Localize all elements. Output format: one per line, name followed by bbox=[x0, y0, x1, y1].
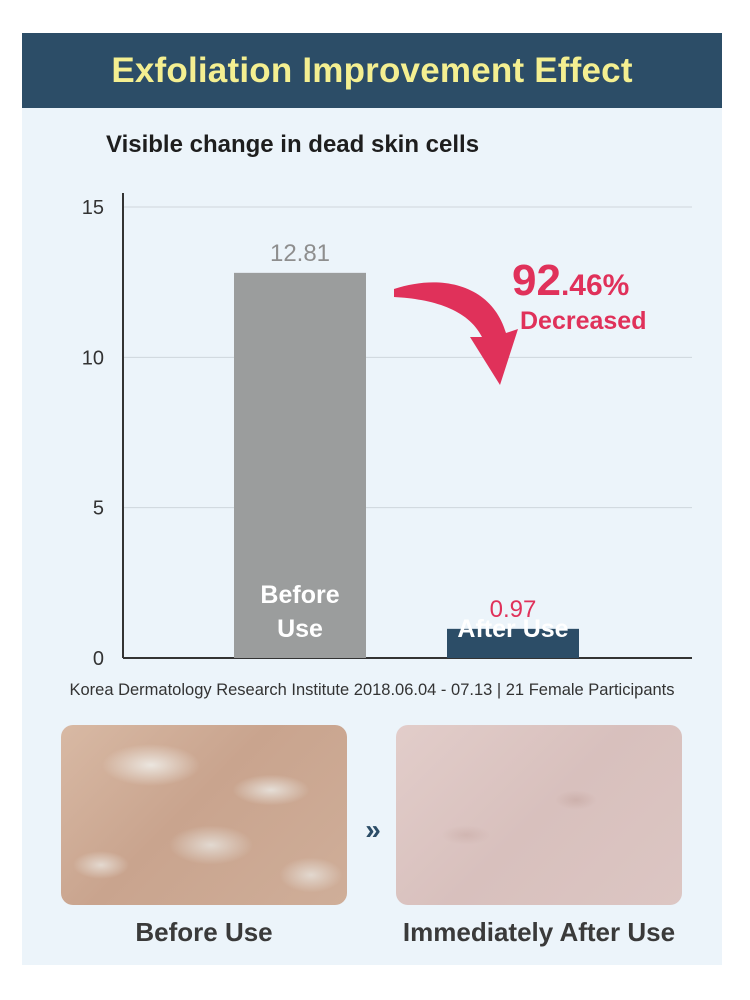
y-tick-label: 0 bbox=[93, 648, 104, 670]
before-skin-photo bbox=[61, 725, 347, 905]
y-tick-label: 10 bbox=[82, 347, 104, 369]
after-photo-label: Immediately After Use bbox=[402, 917, 676, 947]
banner-title: Exfoliation Improvement Effect bbox=[111, 50, 633, 90]
y-tick-label: 5 bbox=[93, 498, 104, 520]
decrease-percent: 92.46% bbox=[512, 256, 629, 305]
value-label: 12.81 bbox=[270, 240, 330, 267]
source-note: Korea Dermatology Research Institute 201… bbox=[69, 681, 675, 699]
double-chevron-right-icon: » bbox=[365, 814, 381, 845]
header-banner: Exfoliation Improvement Effect bbox=[22, 33, 722, 108]
bar-after bbox=[447, 628, 579, 658]
bar-category-label: Use bbox=[277, 615, 323, 643]
decrease-label: Decreased bbox=[520, 307, 646, 335]
chart-title: Visible change in dead skin cells bbox=[106, 131, 480, 158]
bar-before bbox=[234, 272, 366, 658]
after-skin-photo bbox=[396, 725, 682, 905]
bar-category-label: After Use bbox=[457, 615, 568, 643]
value-label: 0.97 bbox=[490, 596, 537, 623]
infographic-panel: Exfoliation Improvement Effect Visible c… bbox=[22, 33, 722, 965]
before-photo-label: Before Use bbox=[135, 917, 273, 947]
curved-down-arrow-icon bbox=[394, 282, 518, 385]
bar-category-label: Before bbox=[260, 581, 339, 609]
y-tick-label: 15 bbox=[82, 197, 104, 219]
